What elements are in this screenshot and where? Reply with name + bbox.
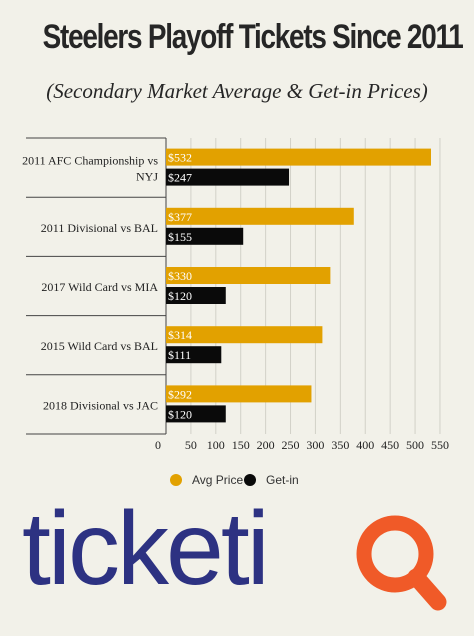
legend-getin-label: Get-in	[266, 473, 299, 487]
x-tick-label: 0	[155, 438, 161, 452]
x-tick-label: 100	[207, 438, 225, 452]
get-in-bar	[166, 346, 222, 364]
logo-magnifier-handle	[407, 568, 447, 611]
get-in-label: $111	[168, 348, 191, 362]
category-label: 2011 AFC Championship vs	[22, 154, 158, 168]
chart-subtitle: (Secondary Market Average & Get-in Price…	[46, 79, 428, 103]
logo-magnifier-icon	[356, 515, 434, 593]
avg-price-label: $377	[168, 210, 192, 224]
category-label: 2017 Wild Card vs MIA	[41, 280, 158, 294]
legend-avg-label: Avg Price	[192, 473, 243, 487]
get-in-label: $247	[168, 171, 192, 185]
x-tick-label: 300	[306, 438, 324, 452]
get-in-bar	[166, 227, 244, 245]
x-tick-label: 250	[282, 438, 300, 452]
x-tick-label: 550	[431, 438, 449, 452]
category-label: NYJ	[136, 170, 158, 184]
bar-chart: 2011 AFC Championship vs NYJ 2011 Division…	[22, 137, 449, 487]
get-in-bar	[166, 168, 290, 186]
x-tick-label: 200	[257, 438, 275, 452]
chart-title: Steelers Playoff Tickets Since 2011	[42, 18, 464, 56]
get-in-label: $155	[168, 230, 192, 244]
x-tick-label: 450	[381, 438, 399, 452]
avg-price-label: $532	[168, 151, 192, 165]
get-in-label: $120	[168, 407, 192, 421]
x-tick-label: 400	[356, 438, 374, 452]
x-tick-label: 350	[331, 438, 349, 452]
avg-price-bar	[166, 207, 354, 225]
avg-price-bar	[166, 148, 431, 166]
x-tick-label: 150	[232, 438, 250, 452]
avg-price-bar	[166, 267, 331, 284]
ticketiq-logo: ticketi	[22, 498, 447, 611]
avg-price-label: $292	[168, 387, 192, 401]
get-in-label: $120	[168, 289, 192, 303]
avg-price-label: $330	[168, 269, 192, 283]
legend-avg-marker	[170, 474, 182, 486]
category-label: 2011 Divisional vs BAL	[41, 221, 158, 235]
category-label: 2018 Divisional vs JAC	[43, 398, 158, 412]
logo-wordmark: ticketi	[22, 498, 267, 607]
avg-price-bar	[166, 385, 312, 403]
avg-price-label: $314	[168, 328, 192, 342]
get-in-bar	[166, 405, 226, 423]
legend-getin-marker	[244, 474, 256, 486]
get-in-bar	[166, 287, 226, 304]
x-tick-label: 500	[406, 438, 424, 452]
category-label: 2015 Wild Card vs BAL	[41, 339, 158, 353]
avg-price-bar	[166, 326, 323, 344]
x-tick-label: 50	[185, 438, 197, 452]
